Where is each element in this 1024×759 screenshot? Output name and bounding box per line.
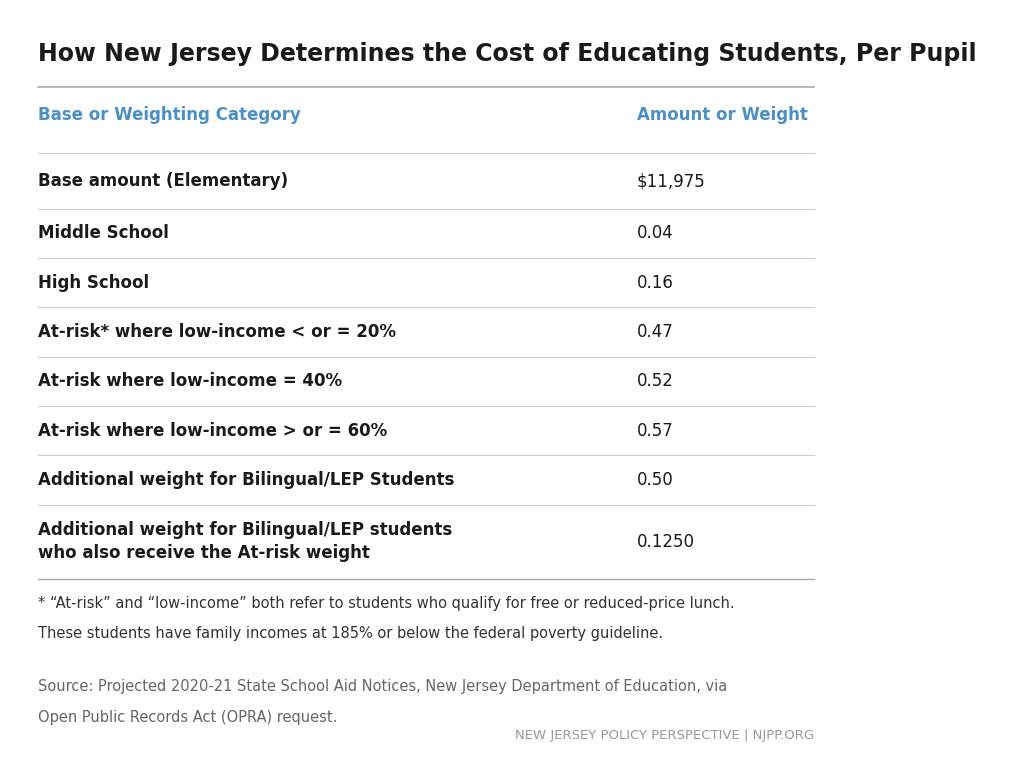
Text: At-risk where low-income > or = 60%: At-risk where low-income > or = 60% xyxy=(38,422,387,439)
Text: 0.52: 0.52 xyxy=(637,373,674,390)
Text: Additional weight for Bilingual/LEP students
who also receive the At-risk weight: Additional weight for Bilingual/LEP stud… xyxy=(38,521,453,562)
Text: $11,975: $11,975 xyxy=(637,172,706,190)
Text: High School: High School xyxy=(38,274,150,291)
Text: Base amount (Elementary): Base amount (Elementary) xyxy=(38,172,288,190)
Text: At-risk where low-income = 40%: At-risk where low-income = 40% xyxy=(38,373,342,390)
Text: 0.04: 0.04 xyxy=(637,225,674,242)
Text: 0.57: 0.57 xyxy=(637,422,674,439)
Text: 0.50: 0.50 xyxy=(637,471,674,489)
Text: 0.47: 0.47 xyxy=(637,323,674,341)
Text: Additional weight for Bilingual/LEP Students: Additional weight for Bilingual/LEP Stud… xyxy=(38,471,455,489)
Text: These students have family incomes at 185% or below the federal poverty guidelin: These students have family incomes at 18… xyxy=(38,626,664,641)
Text: Open Public Records Act (OPRA) request.: Open Public Records Act (OPRA) request. xyxy=(38,710,337,725)
Text: 0.1250: 0.1250 xyxy=(637,533,694,551)
Text: 0.16: 0.16 xyxy=(637,274,674,291)
Text: Source: Projected 2020-21 State School Aid Notices, New Jersey Department of Edu: Source: Projected 2020-21 State School A… xyxy=(38,679,727,694)
Text: At-risk* where low-income < or = 20%: At-risk* where low-income < or = 20% xyxy=(38,323,396,341)
Text: Middle School: Middle School xyxy=(38,225,169,242)
Text: NEW JERSEY POLICY PERSPECTIVE | NJPP.ORG: NEW JERSEY POLICY PERSPECTIVE | NJPP.ORG xyxy=(515,729,814,742)
Text: How New Jersey Determines the Cost of Educating Students, Per Pupil: How New Jersey Determines the Cost of Ed… xyxy=(38,42,977,66)
Text: Amount or Weight: Amount or Weight xyxy=(637,106,808,124)
Text: * “At-risk” and “low-income” both refer to students who qualify for free or redu: * “At-risk” and “low-income” both refer … xyxy=(38,596,734,611)
Text: Base or Weighting Category: Base or Weighting Category xyxy=(38,106,301,124)
